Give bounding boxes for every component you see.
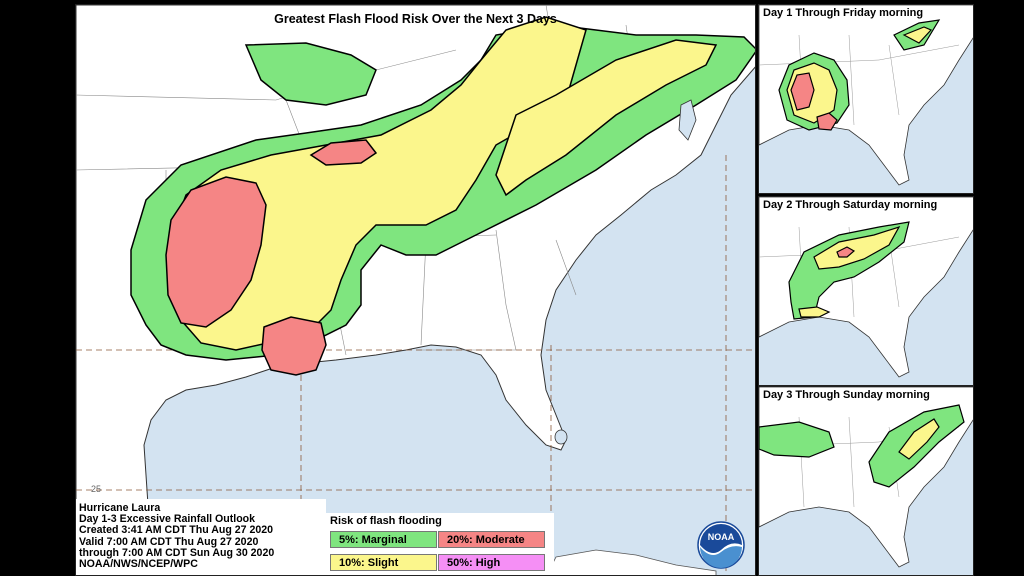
inset2-slight bbox=[813, 225, 901, 270]
risk-moderate-north bbox=[309, 139, 378, 166]
info-valid-start: Valid 7:00 AM CDT Thu Aug 27 2020 bbox=[79, 535, 259, 548]
risk-moderate-west bbox=[165, 176, 267, 328]
main-map-svg bbox=[76, 5, 755, 575]
legend-high: 50%: High bbox=[438, 554, 545, 571]
risk-slight-ne bbox=[495, 39, 718, 197]
inset1-moderate bbox=[790, 72, 815, 111]
inset3-slight bbox=[898, 418, 940, 460]
legend-moderate: 20%: Moderate bbox=[438, 531, 545, 548]
legend: Risk of flash flooding 5%: Marginal 20%:… bbox=[326, 513, 554, 575]
inset-day3-title: Day 3 Through Sunday morning bbox=[763, 389, 933, 401]
inset2-slight-coast bbox=[798, 306, 831, 318]
inset-day1-title: Day 1 Through Friday morning bbox=[763, 7, 927, 19]
lake-okeechobee bbox=[554, 429, 568, 445]
inset1-slight-ne bbox=[902, 26, 933, 44]
info-product: Day 1-3 Excessive Rainfall Outlook bbox=[79, 513, 256, 526]
inset-day1: Day 1 Through Friday morning bbox=[758, 4, 974, 194]
inset-day1-map bbox=[759, 5, 973, 193]
inset-day2: Day 2 Through Saturday morning bbox=[758, 196, 974, 386]
main-title: Greatest Flash Flood Risk Over the Next … bbox=[274, 12, 557, 26]
info-storm-name: Hurricane Laura bbox=[79, 502, 161, 514]
inset-day2-title: Day 2 Through Saturday morning bbox=[763, 199, 941, 211]
main-map-panel: Greatest Flash Flood Risk Over the Next … bbox=[75, 4, 756, 576]
info-box: Hurricane Laura Day 1-3 Excessive Rainfa… bbox=[76, 499, 326, 575]
noaa-logo-text: NOAA bbox=[708, 532, 735, 542]
risk-moderate-coast bbox=[261, 316, 327, 376]
chesapeake-bay bbox=[678, 99, 697, 141]
inset1-moderate-coast bbox=[816, 112, 838, 131]
legend-marginal: 5%: Marginal bbox=[330, 531, 437, 548]
legend-title: Risk of flash flooding bbox=[330, 515, 442, 527]
noaa-logo: NOAA bbox=[697, 521, 745, 569]
inset2-moderate bbox=[836, 246, 856, 258]
inset-day3: Day 3 Through Sunday morning bbox=[758, 386, 974, 576]
legend-slight: 10%: Slight bbox=[330, 554, 437, 571]
info-valid-end: through 7:00 AM CDT Sun Aug 30 2020 bbox=[79, 546, 275, 559]
inset3-marginal-west bbox=[759, 421, 835, 458]
info-agency: NOAA/NWS/NCEP/WPC bbox=[79, 558, 198, 571]
inset-day3-map bbox=[759, 387, 973, 575]
risk-marginal-north bbox=[244, 42, 377, 106]
latitude-label: 25 bbox=[91, 484, 102, 494]
inset-day2-map bbox=[759, 197, 973, 385]
cuba bbox=[546, 549, 717, 575]
info-created: Created 3:41 AM CDT Thu Aug 27 2020 bbox=[79, 524, 274, 537]
